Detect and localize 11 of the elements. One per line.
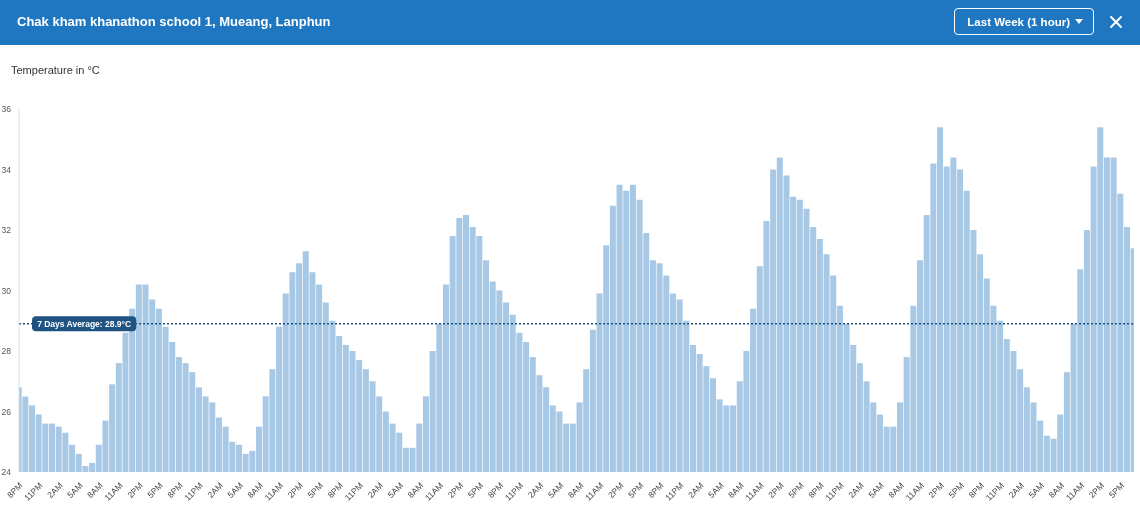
dropdown-button: Last Week (1 hour): [954, 8, 1094, 35]
y-tick-label: 28: [1, 346, 12, 357]
y-tick-label: 30: [1, 285, 12, 296]
y-tick-label: 24: [1, 467, 12, 478]
ref-line-label: 7 Days Average: 28.9°C: [37, 318, 132, 329]
y-tick-label: 36: [1, 104, 12, 115]
y-tick-label: 32: [1, 225, 12, 236]
y-tick-label: 26: [1, 406, 12, 417]
y-tick-label: 34: [1, 164, 12, 175]
chart-title: Chak kham khanathon school 1, Mueang, Lanphun: [17, 14, 331, 30]
y-axis-title: Temperature in °C: [11, 63, 100, 77]
